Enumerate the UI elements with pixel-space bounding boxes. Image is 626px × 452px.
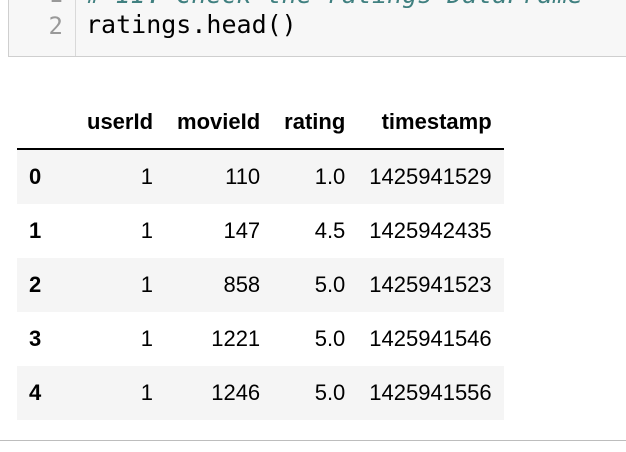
cell-userId: 1 — [140, 164, 154, 189]
row-index: 1 — [29, 218, 42, 243]
cell-divider — [0, 440, 626, 441]
line-number: 2 — [48, 12, 63, 40]
table-row: 4 1 1246 5.0 1425941556 — [17, 366, 504, 420]
row-index: 2 — [29, 272, 42, 297]
row-index: 0 — [29, 164, 42, 189]
table-header-row: userId movieId rating timestamp — [17, 96, 504, 150]
cell-rating: 1.0 — [314, 164, 346, 189]
cell-rating: 5.0 — [314, 380, 346, 405]
table-row: 3 1 1221 5.0 1425941546 — [17, 312, 504, 366]
cell-movieId: 858 — [223, 272, 261, 297]
cell-rating: 5.0 — [314, 326, 346, 351]
code-line[interactable]: ratings.head() — [86, 10, 297, 39]
code-comment-line[interactable]: # II. Check the ratings DataFrame — [86, 0, 583, 9]
cell-rating: 5.0 — [314, 272, 346, 297]
row-index: 4 — [29, 380, 42, 405]
cell-movieId: 147 — [223, 218, 261, 243]
cell-timestamp: 1425941529 — [369, 164, 492, 189]
cell-timestamp: 1425941546 — [369, 326, 492, 351]
cell-userId: 1 — [140, 326, 154, 351]
dataframe-output-table: userId movieId rating timestamp 0 1 110 … — [17, 96, 504, 420]
table-row: 2 1 858 5.0 1425941523 — [17, 258, 504, 312]
code-input-cell[interactable]: 1 2 # II. Check the ratings DataFrame ra… — [8, 0, 626, 57]
index-header — [17, 96, 75, 150]
cell-userId: 1 — [140, 272, 154, 297]
cell-timestamp: 1425941523 — [369, 272, 492, 297]
column-header: movieId — [165, 96, 273, 150]
column-header: timestamp — [357, 96, 504, 150]
cell-timestamp: 1425941556 — [369, 380, 492, 405]
cell-rating: 4.5 — [314, 218, 346, 243]
line-number: 1 — [23, 0, 63, 8]
table-row: 1 1 147 4.5 1425942435 — [17, 204, 504, 258]
table-row: 0 1 110 1.0 1425941529 — [17, 149, 504, 204]
cell-userId: 1 — [140, 218, 154, 243]
column-header: userId — [75, 96, 166, 150]
cell-movieId: 1246 — [211, 380, 261, 405]
line-number-gutter: 1 2 — [9, 0, 76, 56]
row-index: 3 — [29, 326, 42, 351]
cell-movieId: 1221 — [211, 326, 261, 351]
column-header: rating — [272, 96, 358, 150]
cell-timestamp: 1425942435 — [369, 218, 492, 243]
cell-userId: 1 — [140, 380, 154, 405]
cell-movieId: 110 — [225, 164, 261, 189]
